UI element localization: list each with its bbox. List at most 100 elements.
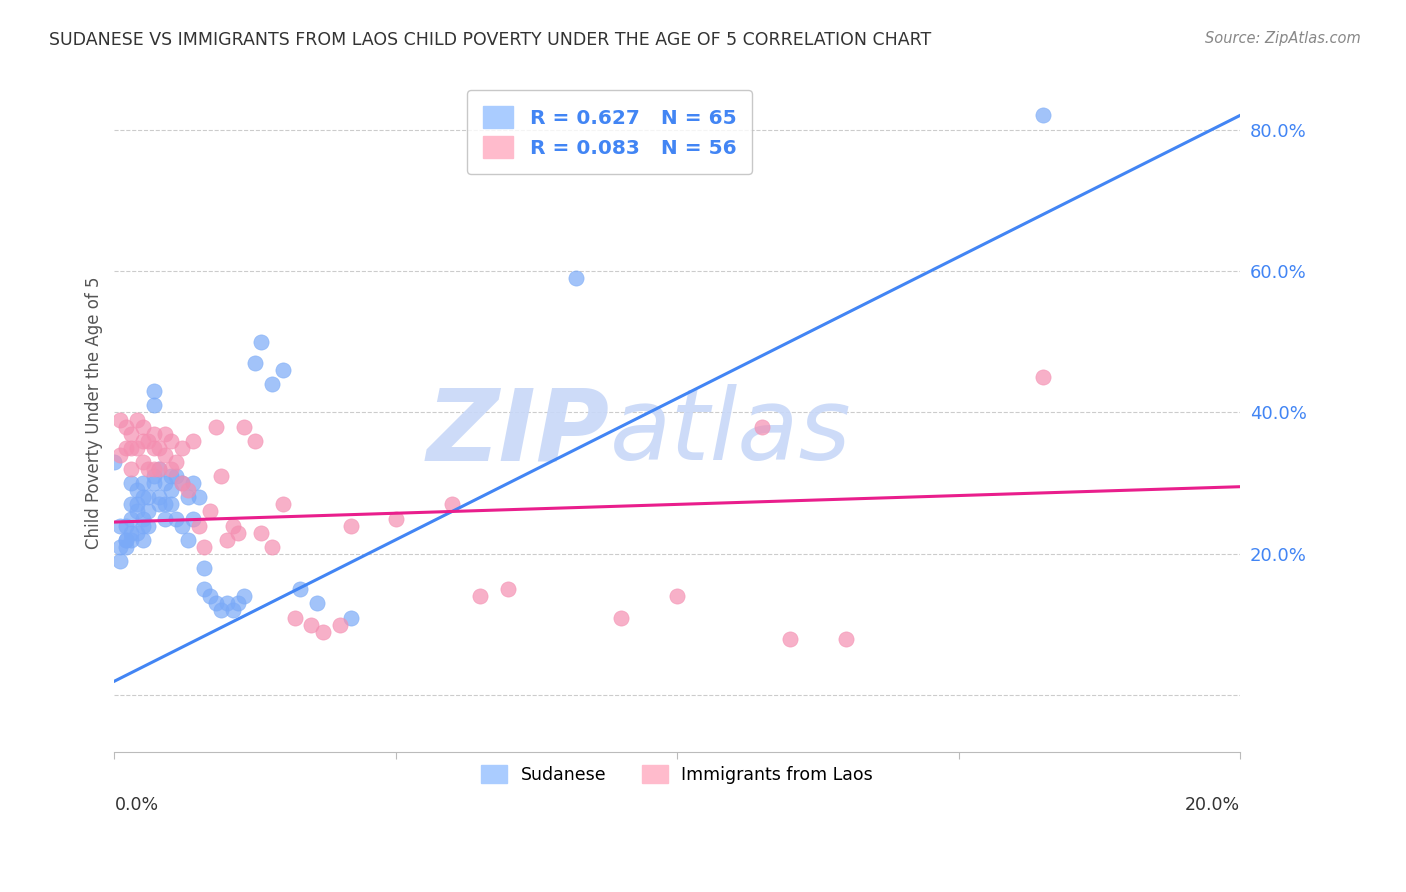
Point	[249, 525, 271, 540]
Text: 20.0%: 20.0%	[1185, 796, 1240, 814]
Point	[170, 476, 193, 491]
Point	[204, 419, 226, 434]
Point	[288, 582, 311, 597]
Point	[131, 455, 153, 469]
Point	[136, 462, 159, 476]
Point	[181, 511, 204, 525]
Point	[136, 504, 159, 518]
Point	[328, 617, 350, 632]
Point	[1032, 108, 1054, 122]
Point	[170, 476, 193, 491]
Point	[470, 590, 492, 604]
Point	[120, 462, 142, 476]
Point	[165, 469, 187, 483]
Point	[125, 497, 148, 511]
Point	[136, 491, 159, 505]
Point	[120, 476, 142, 491]
Point	[131, 518, 153, 533]
Point	[153, 448, 176, 462]
Point	[299, 617, 322, 632]
Point	[125, 504, 148, 518]
Point	[131, 533, 153, 547]
Point	[159, 497, 181, 511]
Point	[125, 483, 148, 498]
Point	[125, 412, 148, 426]
Point	[193, 582, 215, 597]
Point	[209, 469, 232, 483]
Point	[249, 334, 271, 349]
Point	[120, 426, 142, 441]
Point	[215, 596, 238, 610]
Point	[142, 398, 165, 412]
Point	[339, 610, 361, 624]
Point	[142, 426, 165, 441]
Y-axis label: Child Poverty Under the Age of 5: Child Poverty Under the Age of 5	[86, 277, 103, 549]
Text: SUDANESE VS IMMIGRANTS FROM LAOS CHILD POVERTY UNDER THE AGE OF 5 CORRELATION CH: SUDANESE VS IMMIGRANTS FROM LAOS CHILD P…	[49, 31, 931, 49]
Point	[159, 434, 181, 448]
Point	[204, 596, 226, 610]
Point	[181, 476, 204, 491]
Point	[193, 540, 215, 554]
Point	[232, 590, 254, 604]
Point	[165, 455, 187, 469]
Point	[148, 497, 170, 511]
Point	[131, 511, 153, 525]
Point	[170, 441, 193, 455]
Point	[565, 271, 588, 285]
Point	[221, 518, 243, 533]
Point	[125, 441, 148, 455]
Point	[108, 412, 131, 426]
Point	[120, 533, 142, 547]
Point	[114, 540, 136, 554]
Point	[131, 476, 153, 491]
Point	[198, 590, 221, 604]
Legend: R = 0.627   N = 65, R = 0.083   N = 56: R = 0.627 N = 65, R = 0.083 N = 56	[467, 90, 752, 174]
Point	[142, 476, 165, 491]
Point	[114, 419, 136, 434]
Point	[120, 525, 142, 540]
Point	[339, 518, 361, 533]
Point	[187, 518, 209, 533]
Point	[114, 533, 136, 547]
Point	[142, 384, 165, 399]
Point	[215, 533, 238, 547]
Point	[136, 518, 159, 533]
Text: Source: ZipAtlas.com: Source: ZipAtlas.com	[1205, 31, 1361, 46]
Point	[1032, 370, 1054, 384]
Point	[103, 455, 125, 469]
Point	[779, 632, 801, 646]
Point	[498, 582, 520, 597]
Point	[114, 533, 136, 547]
Point	[260, 540, 283, 554]
Point	[159, 483, 181, 498]
Point	[142, 469, 165, 483]
Point	[226, 596, 249, 610]
Point	[243, 356, 266, 370]
Point	[159, 469, 181, 483]
Point	[148, 491, 170, 505]
Point	[108, 518, 131, 533]
Point	[666, 590, 689, 604]
Point	[131, 419, 153, 434]
Point	[198, 504, 221, 518]
Point	[165, 511, 187, 525]
Point	[305, 596, 328, 610]
Point	[260, 377, 283, 392]
Point	[148, 462, 170, 476]
Point	[271, 363, 294, 377]
Point	[136, 434, 159, 448]
Point	[193, 561, 215, 575]
Point	[148, 462, 170, 476]
Point	[142, 441, 165, 455]
Point	[176, 483, 198, 498]
Point	[153, 511, 176, 525]
Point	[108, 448, 131, 462]
Point	[114, 518, 136, 533]
Point	[751, 419, 773, 434]
Point	[176, 491, 198, 505]
Point	[131, 491, 153, 505]
Point	[120, 497, 142, 511]
Point	[283, 610, 305, 624]
Point	[153, 476, 176, 491]
Point	[271, 497, 294, 511]
